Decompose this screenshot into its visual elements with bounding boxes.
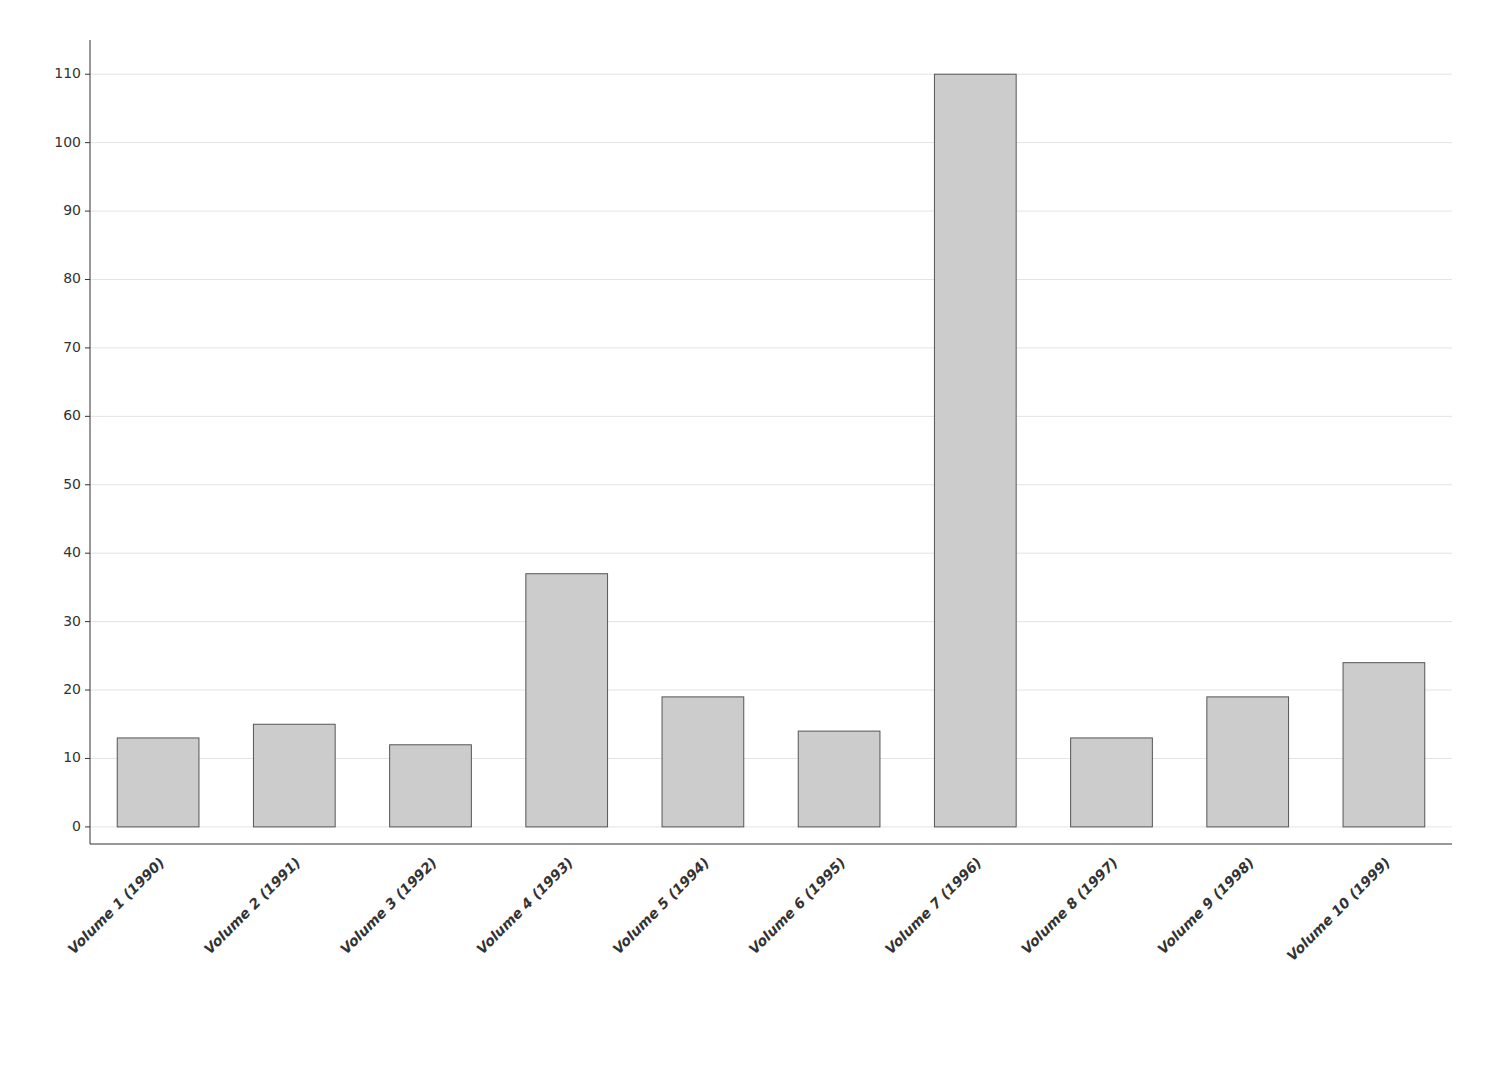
grid-line (90, 416, 1452, 417)
y-tick (85, 347, 90, 348)
y-tick (85, 621, 90, 622)
y-tick-label: 0 (72, 818, 81, 834)
y-tick-label: 80 (63, 270, 81, 286)
y-tick (85, 142, 90, 143)
x-tick-label: Volume 9 (1998) (1154, 854, 1257, 957)
x-tick-label: Volume 2 (1991) (201, 854, 304, 957)
x-tick-label: Volume 7 (1996) (882, 854, 985, 957)
y-tick-label: 50 (63, 476, 81, 492)
bar (798, 731, 880, 827)
x-tick-label: Volume 6 (1995) (746, 854, 849, 957)
y-tick (85, 279, 90, 280)
grid-line (90, 484, 1452, 485)
chart-svg: 0 10 20 30 40 50 60 70 80 90 100 110 Volume 1 (1990)… (0, 0, 1492, 1074)
y-tick-label: 90 (63, 202, 81, 218)
y-axis-line (90, 40, 91, 844)
y-tick-label: 40 (63, 544, 81, 560)
bar (253, 724, 335, 827)
y-tick (85, 553, 90, 554)
axes: 0 10 20 30 40 50 60 70 80 90 100 110 Volume 1 (1990)… (54, 40, 1452, 964)
bar (662, 697, 744, 827)
grid-line (90, 621, 1452, 622)
y-tick (85, 826, 90, 827)
y-tick-label: 10 (63, 749, 81, 765)
x-tick-label: Volume 8 (1997) (1018, 854, 1121, 957)
y-tick-label: 20 (63, 681, 81, 697)
bars (117, 74, 1425, 827)
bar (1071, 738, 1153, 827)
grid-line (90, 553, 1452, 554)
grid-line (90, 74, 1452, 75)
grid-line (90, 279, 1452, 280)
y-tick (85, 74, 90, 75)
y-tick-label: 30 (63, 613, 81, 629)
x-tick-label: Volume 5 (1994) (609, 854, 712, 957)
bar (1207, 697, 1289, 827)
x-tick-label: Volume 4 (1993) (473, 854, 576, 957)
x-tick-label: Volume 10 (1999) (1284, 854, 1394, 964)
bar (526, 574, 608, 827)
grid (90, 74, 1452, 827)
grid-line (90, 690, 1452, 691)
y-tick-label: 100 (54, 134, 81, 150)
y-tick (85, 211, 90, 212)
x-tick-label: Volume 1 (1990) (65, 854, 168, 957)
bar (934, 74, 1016, 827)
y-tick-label: 110 (54, 65, 81, 81)
bar (390, 745, 472, 827)
y-tick (85, 416, 90, 417)
chart-container: 0 10 20 30 40 50 60 70 80 90 100 110 Volume 1 (1990)… (0, 0, 1492, 1074)
y-tick-label: 60 (63, 407, 81, 423)
y-tick (85, 758, 90, 759)
y-tick (85, 484, 90, 485)
bar (117, 738, 199, 827)
bar (1343, 663, 1425, 827)
y-tick (85, 690, 90, 691)
x-axis-line (90, 844, 1452, 845)
grid-line (90, 142, 1452, 143)
y-tick-label: 70 (63, 339, 81, 355)
x-tick-label: Volume 3 (1992) (337, 854, 440, 957)
grid-line (90, 347, 1452, 348)
grid-line (90, 211, 1452, 212)
